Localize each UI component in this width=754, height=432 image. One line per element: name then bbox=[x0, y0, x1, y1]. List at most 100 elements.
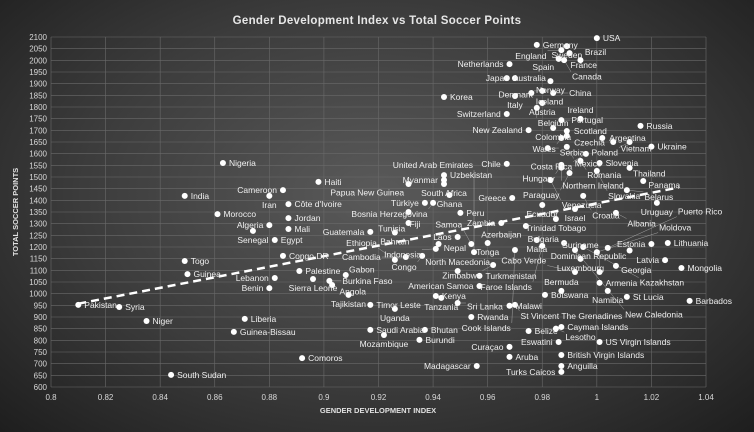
point-label: Morocco bbox=[223, 209, 256, 219]
data-point bbox=[498, 219, 505, 226]
data-point bbox=[435, 240, 442, 247]
x-tick-label: 0.82 bbox=[98, 393, 114, 402]
point-label: Moldova bbox=[659, 223, 691, 233]
data-point bbox=[577, 57, 584, 64]
point-label: Korea bbox=[450, 92, 473, 102]
data-point bbox=[468, 314, 475, 320]
point-label: Turkmenistan bbox=[485, 271, 536, 281]
point-label: Sri Lanka bbox=[467, 301, 503, 311]
point-label: Czechia bbox=[574, 137, 605, 147]
label-leader-line bbox=[596, 170, 608, 191]
point-label: Mexico bbox=[575, 159, 602, 169]
data-point bbox=[662, 257, 669, 264]
point-label: New Zealand bbox=[473, 125, 523, 135]
point-label: USA bbox=[603, 33, 621, 43]
y-tick-label: 1700 bbox=[29, 126, 47, 135]
point-label: France bbox=[571, 60, 598, 70]
data-point bbox=[623, 187, 630, 194]
chart-title: Gender Development Index vs Total Soccer… bbox=[233, 15, 522, 27]
data-point bbox=[541, 291, 548, 298]
data-point bbox=[416, 336, 423, 343]
point-label: St Lucia bbox=[633, 292, 664, 302]
y-tick-label: 1250 bbox=[29, 231, 47, 240]
point-label: Northern Ireland bbox=[562, 181, 624, 191]
data-point bbox=[626, 139, 633, 145]
x-tick-label: 1 bbox=[595, 393, 600, 402]
data-point bbox=[285, 215, 292, 222]
point-label: Slovakia bbox=[608, 191, 640, 201]
data-point bbox=[329, 282, 336, 289]
data-point bbox=[648, 240, 655, 247]
point-label: Belgium bbox=[538, 118, 569, 128]
data-point bbox=[310, 275, 316, 282]
x-tick-label: 0.9 bbox=[318, 393, 330, 402]
point-label: Greece bbox=[478, 193, 506, 203]
label-leader-line bbox=[511, 250, 516, 323]
y-tick-label: 1450 bbox=[29, 185, 47, 194]
y-tick-label: 1900 bbox=[29, 80, 47, 89]
data-point bbox=[315, 178, 322, 185]
data-point bbox=[558, 324, 565, 331]
data-point bbox=[539, 202, 546, 208]
point-label: Anguilla bbox=[567, 361, 598, 371]
data-point bbox=[454, 233, 461, 240]
point-label: Bhutan bbox=[431, 325, 458, 335]
label-leader-line bbox=[547, 265, 576, 273]
data-point bbox=[563, 132, 570, 139]
data-point bbox=[419, 252, 426, 259]
point-label: Ireland bbox=[567, 105, 593, 115]
data-point bbox=[345, 291, 352, 298]
point-label: Uruguay bbox=[641, 207, 674, 217]
label-leader-line bbox=[532, 245, 543, 282]
x-tick-label: 0.88 bbox=[262, 393, 278, 402]
data-point bbox=[577, 157, 584, 164]
data-point bbox=[367, 326, 374, 333]
data-point bbox=[511, 301, 518, 308]
data-point bbox=[580, 192, 587, 199]
data-point bbox=[596, 160, 603, 166]
point-label: Nigeria bbox=[229, 158, 256, 168]
data-point bbox=[612, 262, 619, 269]
point-label: Syria bbox=[125, 302, 145, 312]
point-label: Congo DR bbox=[289, 251, 329, 261]
point-label: Mali bbox=[294, 224, 310, 234]
data-point bbox=[563, 43, 570, 50]
point-label: Côte d'Ivoire bbox=[294, 199, 342, 209]
point-label: Ghana bbox=[437, 199, 463, 209]
data-point bbox=[405, 209, 412, 215]
point-label: Tajikistan bbox=[331, 299, 366, 309]
point-label: Brazil bbox=[585, 47, 606, 57]
point-label: Canada bbox=[572, 72, 602, 82]
data-point bbox=[572, 205, 578, 212]
point-label: Slovenia bbox=[606, 158, 639, 168]
point-label: Comoros bbox=[308, 353, 342, 363]
point-label: Albania bbox=[628, 219, 657, 229]
data-point bbox=[596, 338, 603, 345]
x-axis-label: GENDER DEVELOPMENT INDEX bbox=[320, 406, 436, 415]
data-point bbox=[405, 181, 412, 187]
point-label: Cameroon bbox=[237, 185, 277, 195]
point-label: American Samoa bbox=[408, 281, 473, 291]
point-label: Ukraine bbox=[657, 142, 687, 152]
data-point bbox=[604, 287, 611, 294]
point-label: Paraguay bbox=[523, 190, 560, 200]
data-point bbox=[547, 78, 554, 85]
data-point bbox=[664, 240, 671, 247]
point-label: Cabo Verde bbox=[501, 255, 546, 265]
point-label: Zimbabwe bbox=[442, 271, 481, 281]
data-point bbox=[249, 227, 256, 234]
data-point bbox=[558, 363, 565, 369]
x-tick-label: 1.04 bbox=[698, 393, 714, 402]
point-label: Romania bbox=[587, 170, 621, 180]
point-label: Lesotho bbox=[565, 332, 596, 342]
data-point bbox=[503, 111, 510, 117]
point-label: Belize bbox=[535, 326, 558, 336]
data-point bbox=[441, 93, 447, 100]
data-point bbox=[432, 293, 439, 299]
point-label: Papua New Guinea bbox=[330, 187, 404, 197]
data-point bbox=[640, 177, 647, 184]
point-label: Russia bbox=[647, 121, 673, 131]
data-point bbox=[558, 135, 565, 142]
data-point bbox=[506, 353, 513, 360]
point-label: Botswana bbox=[551, 290, 589, 300]
